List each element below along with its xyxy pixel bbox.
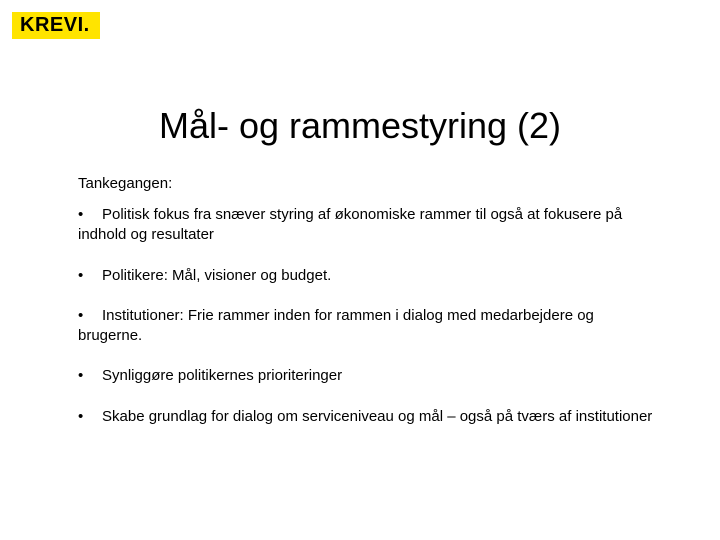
bullet-list: •Politisk fokus fra snæver styring af øk… [78, 205, 658, 447]
list-item: •Synliggøre politikernes prioriteringer [78, 366, 658, 386]
slide: KREVI. Mål- og rammestyring (2) Tankegan… [0, 0, 720, 540]
bullet-marker: • [78, 306, 102, 326]
bullet-marker: • [78, 407, 102, 427]
slide-title: Mål- og rammestyring (2) [0, 105, 720, 147]
bullet-text: Politikere: Mål, visioner og budget. [102, 267, 331, 284]
slide-subtitle: Tankegangen: [78, 175, 172, 192]
list-item: •Skabe grundlag for dialog om serviceniv… [78, 407, 658, 427]
logo-text: KREVI. [20, 14, 90, 36]
logo-badge: KREVI. [12, 12, 100, 39]
bullet-text: Synliggøre politikernes prioriteringer [102, 367, 342, 384]
bullet-text: Politisk fokus fra snæver styring af øko… [78, 206, 622, 243]
list-item: •Institutioner: Frie rammer inden for ra… [78, 306, 658, 347]
list-item: •Politisk fokus fra snæver styring af øk… [78, 205, 658, 246]
bullet-marker: • [78, 366, 102, 386]
bullet-marker: • [78, 266, 102, 286]
list-item: •Politikere: Mål, visioner og budget. [78, 266, 658, 286]
bullet-text: Institutioner: Frie rammer inden for ram… [78, 307, 594, 344]
bullet-text: Skabe grundlag for dialog om servicenive… [102, 408, 652, 425]
bullet-marker: • [78, 205, 102, 225]
